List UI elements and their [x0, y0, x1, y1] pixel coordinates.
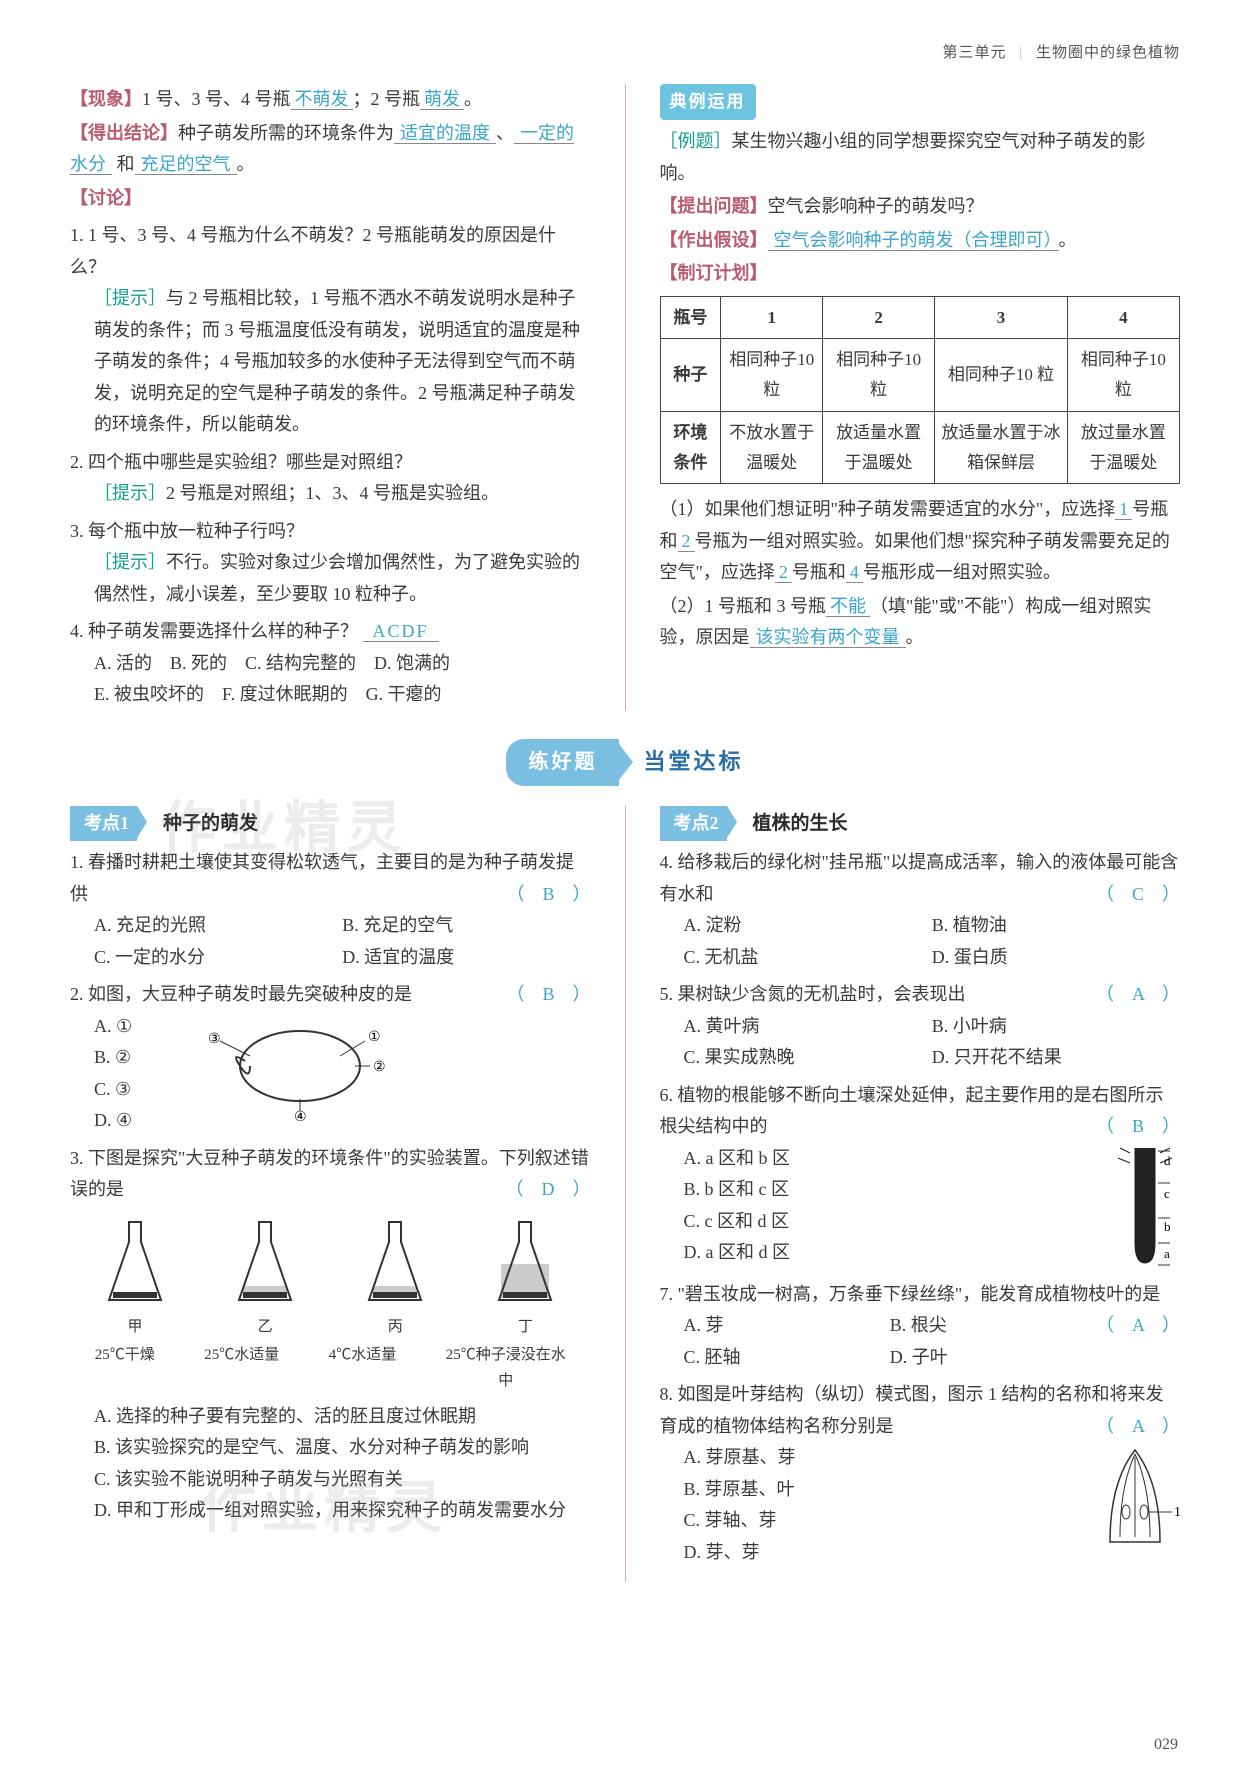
kp1-q2: 2. 如图，大豆种子萌发时最先突破种皮的是（ B ）	[70, 979, 591, 1011]
banner-right: 当堂达标	[643, 743, 743, 782]
flask-captions: 25℃干燥 25℃水适量 4℃水适量 25℃种子浸没在水中	[70, 1342, 591, 1395]
top-columns: 【现象】1 号、3 号、4 号瓶不萌发；2 号瓶萌发。 【得出结论】种子萌发所需…	[70, 84, 1180, 711]
disc-q1-hint: ［提示］与 2 号瓶相比较，1 号瓶不洒水不萌发说明水是种子萌发的条件；而 3 …	[70, 283, 591, 441]
disc-label: 【讨论】	[70, 183, 142, 215]
kaodian2-title: 植株的生长	[753, 813, 848, 834]
bottom-columns: 考点1 种子的萌发 1. 春播时耕耙土壤使其变得松软透气，主要目的是为种子萌发提…	[70, 806, 1180, 1583]
example-stem: ［例题］某生物兴趣小组的同学想要探究空气对种子萌发的影响。	[660, 126, 1181, 189]
kp2-q4: 4. 给移栽后的绿化树"挂吊瓶"以提高成活率，输入的液体最可能含有水和（ C ）	[660, 847, 1181, 910]
page-header: 第三单元 | 生物圈中的绿色植物	[70, 40, 1180, 66]
phen-label: 【现象】	[70, 84, 142, 116]
kp2-q8: 8. 如图是叶芽结构（纵切）模式图，图示 1 结构的名称和将来发育成的植物体结构…	[660, 1379, 1181, 1442]
q4b-answer: （ C ）	[1096, 879, 1180, 911]
kaodian1-badge: 考点1	[70, 806, 137, 842]
q6-answer: （ B ）	[1096, 1111, 1180, 1143]
kaodian2-badge: 考点2	[660, 806, 727, 842]
plan-q1: （1）如果他们想证明"种子萌发需要适宜的水分"，应选择1号瓶和2号瓶为一组对照实…	[660, 494, 1181, 589]
concl-ans1: 适宜的温度	[394, 123, 496, 144]
disc-q2: 2. 四个瓶中哪些是实验组？哪些是对照组？	[70, 447, 591, 479]
q2-answer: （ B ）	[506, 979, 590, 1011]
svg-text:③: ③	[208, 1032, 221, 1047]
phen-ans1: 不萌发	[291, 89, 353, 110]
plan-label: 【制订计划】	[660, 258, 768, 290]
svg-text:a: a	[1164, 1246, 1170, 1261]
kaodian1-title: 种子的萌发	[163, 813, 258, 834]
top-left-col: 【现象】1 号、3 号、4 号瓶不萌发；2 号瓶萌发。 【得出结论】种子萌发所需…	[70, 84, 591, 711]
q6-body: A. a 区和 b 区 B. b 区和 c 区 C. c 区和 d 区 D. a…	[660, 1143, 1181, 1273]
header-sep: |	[1019, 45, 1023, 61]
svg-text:b: b	[1164, 1219, 1171, 1234]
page-number: 029	[1154, 1731, 1178, 1759]
table-row: 瓶号 1 2 3 4	[660, 296, 1180, 339]
hypothesis: 【作出假设】空气会影响种子的萌发（合理即可）。	[660, 225, 1181, 257]
th-bottle: 瓶号	[660, 296, 721, 339]
unit-label: 第三单元	[942, 45, 1006, 61]
banner-left: 练好题	[506, 739, 619, 786]
kp2-q5: 5. 果树缺少含氮的无机盐时，会表现出（ A ）	[660, 979, 1181, 1011]
banner-arrow-icon	[619, 744, 633, 780]
table-row: 种子 相同种子10 粒 相同种子10 粒 相同种子10 粒 相同种子10 粒	[660, 339, 1180, 412]
conclusion-line: 【得出结论】种子萌发所需的环境条件为适宜的温度、一定的水分 和充足的空气。	[70, 118, 591, 181]
leaf-bud-diagram-icon: 1	[1090, 1442, 1180, 1582]
svg-text:①: ①	[368, 1030, 381, 1045]
plan-table: 瓶号 1 2 3 4 种子 相同种子10 粒 相同种子10 粒 相同种子10 粒…	[660, 296, 1181, 485]
column-divider-bottom	[625, 806, 626, 1583]
svg-text:d: d	[1164, 1153, 1171, 1168]
concl-label: 【得出结论】	[70, 118, 178, 150]
flask-row: 甲 乙 丙 丁	[70, 1214, 591, 1340]
kp2-q6: 6. 植物的根能够不断向土壤深处延伸，起主要作用的是右图所示根尖结构中的（ B …	[660, 1080, 1181, 1143]
disc-q3: 3. 每个瓶中放一粒种子行吗？	[70, 516, 591, 548]
example-badge: 典例运用	[660, 84, 756, 120]
disc-q4: 4. 种子萌发需要选择什么样的种子？ ACDF	[70, 616, 591, 648]
q3-answer: （ D ）	[506, 1174, 591, 1206]
phen-ans2: 萌发	[420, 89, 464, 110]
q7-answer: （ A ）	[1096, 1310, 1180, 1342]
hyp-answer: 空气会影响种子的萌发（合理即可）	[768, 230, 1059, 251]
kp1-q3: 3. 下图是探究"大豆种子萌发的环境条件"的实验装置。下列叙述错误的是（ D ）	[70, 1143, 591, 1206]
chapter-title: 生物圈中的绿色植物	[1036, 45, 1180, 61]
svg-text:1: 1	[1174, 1505, 1180, 1520]
concl-ans3: 充足的空气	[135, 154, 237, 175]
flask-icon: 乙	[225, 1214, 305, 1340]
svg-text:④: ④	[294, 1110, 307, 1121]
flask-icon: 甲	[95, 1214, 175, 1340]
bottom-left-col: 考点1 种子的萌发 1. 春播时耕耙土壤使其变得松软透气，主要目的是为种子萌发提…	[70, 806, 591, 1583]
q1-answer: （ B ）	[506, 879, 590, 911]
q8-answer: （ A ）	[1096, 1411, 1180, 1443]
flask-icon: 丁	[485, 1214, 565, 1340]
q5-answer: （ A ）	[1096, 979, 1180, 1011]
svg-text:c: c	[1164, 1186, 1170, 1201]
disc-q1: 1. 1 号、3 号、4 号瓶为什么不萌发？2 号瓶能萌发的原因是什么？	[70, 220, 591, 283]
phenomenon-line: 【现象】1 号、3 号、4 号瓶不萌发；2 号瓶萌发。	[70, 84, 591, 116]
table-row: 环境条件 不放水置于温暖处 放适量水置于温暖处 放适量水置于冰箱保鲜层 放过量水…	[660, 411, 1180, 484]
top-right-col: 典例运用 ［例题］某生物兴趣小组的同学想要探究空气对种子萌发的影响。 【提出问题…	[660, 84, 1181, 711]
kp1-q1: 1. 春播时耕耙土壤使其变得松软透气，主要目的是为种子萌发提供（ B ）	[70, 847, 591, 910]
flask-icon: 丙	[355, 1214, 435, 1340]
kp2-q7: 7. "碧玉妆成一树高，万条垂下绿丝绦"，能发育成植物枝叶的是（ A ）	[660, 1279, 1181, 1311]
q4-answer: ACDF	[363, 621, 439, 642]
svg-text:②: ②	[373, 1060, 386, 1075]
column-divider-top	[625, 84, 626, 711]
mid-banner: 练好题 当堂达标	[70, 739, 1180, 786]
q1-choices: A. 充足的光照B. 充足的空气 C. 一定的水分D. 适宜的温度	[70, 910, 591, 973]
disc-q3-hint: ［提示］不行。实验对象过少会增加偶然性，为了避免实验的偶然性，减小误差，至少要取…	[70, 547, 591, 610]
bottom-right-col: 考点2 植株的生长 4. 给移栽后的绿化树"挂吊瓶"以提高成活率，输入的液体最可…	[660, 806, 1181, 1583]
raise-question: 【提出问题】空气会影响种子的萌发吗？	[660, 191, 1181, 223]
plan-q2: （2）1 号瓶和 3 号瓶不能（填"能"或"不能"）构成一组对照实验，原因是该实…	[660, 591, 1181, 654]
disc-q2-hint: ［提示］2 号瓶是对照组；1、3、4 号瓶是实验组。	[70, 478, 591, 510]
q4-opts-2: E. 被虫咬坏的 F. 度过休眠期的 G. 干瘪的	[70, 679, 591, 711]
q4-opts-1: A. 活的 B. 死的 C. 结构完整的 D. 饱满的	[70, 648, 591, 680]
q2-body: A. ① B. ② C. ③ D. ④ ③ ① ② ④	[70, 1011, 591, 1137]
q8-body: A. 芽原基、芽 B. 芽原基、叶 C. 芽轴、芽 D. 芽、芽 1	[660, 1442, 1181, 1582]
seed-diagram-icon: ③ ① ② ④	[190, 1011, 390, 1137]
root-tip-diagram-icon: d c ba	[1110, 1143, 1180, 1273]
